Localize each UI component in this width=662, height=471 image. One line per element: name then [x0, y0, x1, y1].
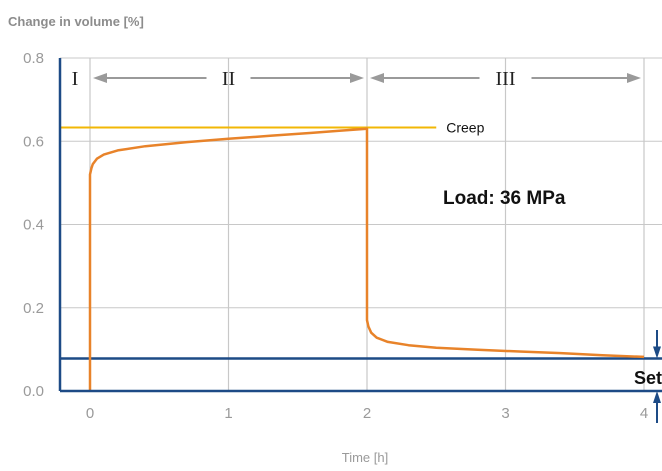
y-axis-label: Change in volume [%]	[8, 14, 144, 29]
x-tick-label: 0	[86, 405, 94, 422]
creep-label: Creep	[446, 120, 484, 136]
phase-iii-arrow-left	[370, 73, 384, 83]
volume-change-series	[88, 127, 645, 391]
x-tick-label: 2	[363, 405, 371, 422]
x-tick-label: 4	[640, 405, 648, 422]
x-axis-label: Time [h]	[342, 450, 388, 465]
y-tick-label: 0.4	[23, 217, 44, 234]
y-tick-label: 0.6	[23, 133, 44, 150]
x-tick-label: 1	[224, 405, 232, 422]
phase-label-iii: III	[496, 68, 516, 90]
phase-label-ii: II	[222, 68, 235, 90]
x-tick-label: 3	[501, 405, 509, 422]
set-arrow-down-head	[653, 346, 661, 359]
load-annotation: Load: 36 MPa	[443, 188, 566, 209]
set-label: Set	[634, 368, 662, 388]
phase-iii-arrow-right	[627, 73, 641, 83]
y-tick-label: 0.0	[23, 383, 44, 400]
y-tick-label: 0.8	[23, 50, 44, 67]
phase-ii-arrow-right	[350, 73, 364, 83]
y-tick-label: 0.2	[23, 300, 44, 317]
phase-ii-arrow-left	[93, 73, 107, 83]
phase-label-i: I	[72, 68, 79, 90]
set-arrow-up-head	[653, 391, 661, 403]
